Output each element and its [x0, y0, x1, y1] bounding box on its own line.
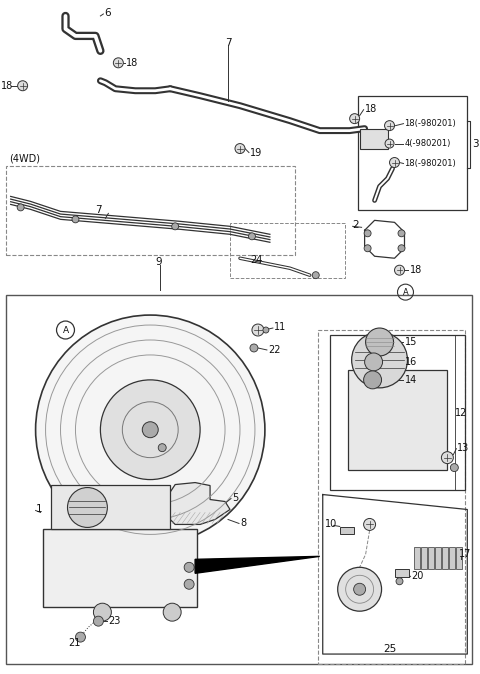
Circle shape [398, 230, 405, 237]
Text: 12: 12 [456, 408, 468, 418]
Circle shape [364, 230, 371, 237]
Circle shape [398, 245, 405, 252]
Circle shape [94, 616, 103, 626]
Circle shape [100, 380, 200, 480]
Bar [443, 547, 448, 570]
Bar [429, 547, 434, 570]
Text: 13: 13 [457, 443, 469, 453]
Text: 4(-980201): 4(-980201) [405, 139, 451, 148]
Text: 3: 3 [472, 139, 479, 148]
Circle shape [36, 315, 265, 545]
Bar [340, 528, 354, 534]
Circle shape [263, 327, 269, 333]
Text: 15: 15 [405, 337, 417, 347]
Text: 9: 9 [155, 257, 162, 267]
Text: 5: 5 [232, 493, 238, 503]
Bar [230, 223, 345, 278]
Circle shape [396, 578, 403, 585]
Circle shape [172, 223, 179, 230]
Circle shape [158, 443, 166, 452]
Text: 10: 10 [325, 520, 337, 530]
Circle shape [364, 371, 382, 389]
Circle shape [113, 58, 123, 68]
Circle shape [184, 579, 194, 589]
Circle shape [235, 144, 245, 154]
Circle shape [450, 464, 458, 472]
Circle shape [349, 114, 360, 123]
Text: 23: 23 [108, 616, 121, 626]
Circle shape [390, 158, 399, 168]
Text: 14: 14 [405, 375, 417, 385]
Text: 2: 2 [353, 220, 359, 231]
Circle shape [75, 632, 85, 642]
Text: 25: 25 [383, 644, 396, 654]
Bar [414, 547, 420, 570]
Bar [50, 485, 170, 530]
Text: 17: 17 [459, 549, 472, 559]
Circle shape [365, 353, 383, 371]
Circle shape [184, 562, 194, 572]
Bar [435, 547, 441, 570]
Text: 22: 22 [268, 345, 280, 355]
Text: 18: 18 [409, 265, 422, 275]
Bar [348, 370, 447, 470]
Text: 11: 11 [274, 322, 286, 332]
Polygon shape [165, 483, 230, 524]
Text: 24: 24 [250, 255, 263, 266]
Circle shape [338, 568, 382, 611]
Circle shape [364, 245, 371, 252]
Circle shape [384, 121, 395, 131]
Circle shape [364, 518, 375, 530]
Text: 7: 7 [225, 38, 232, 48]
Text: 6: 6 [104, 8, 111, 18]
Text: 18: 18 [126, 58, 139, 68]
Bar [395, 570, 409, 578]
Circle shape [142, 422, 158, 437]
Text: 20: 20 [411, 572, 424, 581]
Circle shape [252, 324, 264, 336]
Polygon shape [195, 556, 320, 574]
Text: 18(-980201): 18(-980201) [405, 119, 456, 128]
Circle shape [352, 332, 408, 388]
Bar [330, 335, 465, 489]
Text: 8: 8 [240, 518, 246, 528]
Bar [421, 547, 427, 570]
Text: 16: 16 [405, 357, 417, 367]
Bar [358, 96, 468, 210]
Bar [6, 295, 472, 664]
Text: 18(-980201): 18(-980201) [405, 159, 456, 168]
Circle shape [312, 272, 319, 278]
Circle shape [17, 204, 24, 211]
Circle shape [18, 81, 28, 91]
Text: 7: 7 [96, 206, 102, 216]
Bar [318, 330, 465, 664]
Circle shape [72, 216, 79, 223]
Circle shape [366, 328, 394, 356]
Circle shape [249, 233, 255, 240]
Text: 1: 1 [36, 504, 42, 514]
Circle shape [68, 487, 108, 528]
Text: 19: 19 [250, 148, 262, 158]
Text: A: A [62, 326, 69, 334]
Text: 18: 18 [365, 104, 377, 114]
Circle shape [163, 603, 181, 621]
Circle shape [354, 583, 366, 595]
Circle shape [250, 344, 258, 352]
Text: 18: 18 [0, 81, 13, 91]
Bar [43, 530, 197, 607]
Bar [6, 166, 295, 255]
Text: (4WD): (4WD) [9, 154, 40, 164]
Circle shape [94, 603, 111, 621]
Text: A: A [403, 288, 408, 297]
Circle shape [442, 452, 453, 464]
Bar [456, 547, 462, 570]
Circle shape [395, 265, 405, 275]
Circle shape [385, 139, 394, 148]
Bar [449, 547, 455, 570]
Text: 21: 21 [69, 638, 81, 648]
Bar [360, 129, 387, 148]
